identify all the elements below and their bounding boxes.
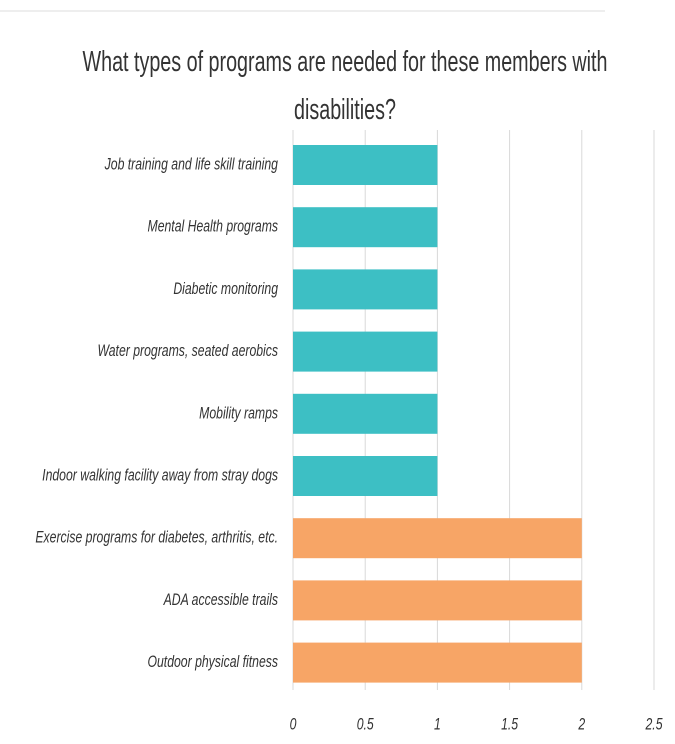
x-tick-label: 2 (578, 716, 586, 734)
y-tick-label: Mental Health programs (148, 218, 279, 236)
bar (293, 580, 582, 621)
x-tick-label: 1 (434, 716, 441, 734)
y-tick-label: Water programs, seated aerobics (97, 342, 278, 360)
y-tick-label: Outdoor physical fitness (148, 653, 279, 671)
bar (293, 393, 438, 434)
y-tick-label: Diabetic monitoring (173, 280, 278, 298)
bar (293, 331, 438, 372)
x-tick-label: 0.5 (357, 716, 375, 734)
bar (293, 518, 582, 559)
x-tick-label: 1.5 (501, 716, 519, 734)
y-tick-label: Mobility ramps (199, 405, 278, 423)
x-tick-label: 0 (290, 716, 297, 734)
y-tick-label: Exercise programs for diabetes, arthriti… (35, 529, 278, 547)
bar (293, 207, 438, 248)
y-tick-label: Job training and life skill training (104, 156, 279, 174)
y-tick-labels: Job training and life skill training Ment… (35, 156, 278, 672)
bar (293, 642, 582, 683)
y-tick-label: Indoor walking facility away from stray … (42, 467, 278, 485)
y-tick-label: ADA accessible trails (163, 591, 279, 609)
bar (293, 456, 438, 496)
bar (293, 269, 438, 310)
x-tick-labels: 0 0.5 1 1.5 2 2.5 (290, 716, 664, 734)
bar (293, 145, 438, 185)
x-tick-label: 2.5 (645, 716, 663, 734)
chart-title: What types of programs are needed for th… (82, 46, 608, 126)
